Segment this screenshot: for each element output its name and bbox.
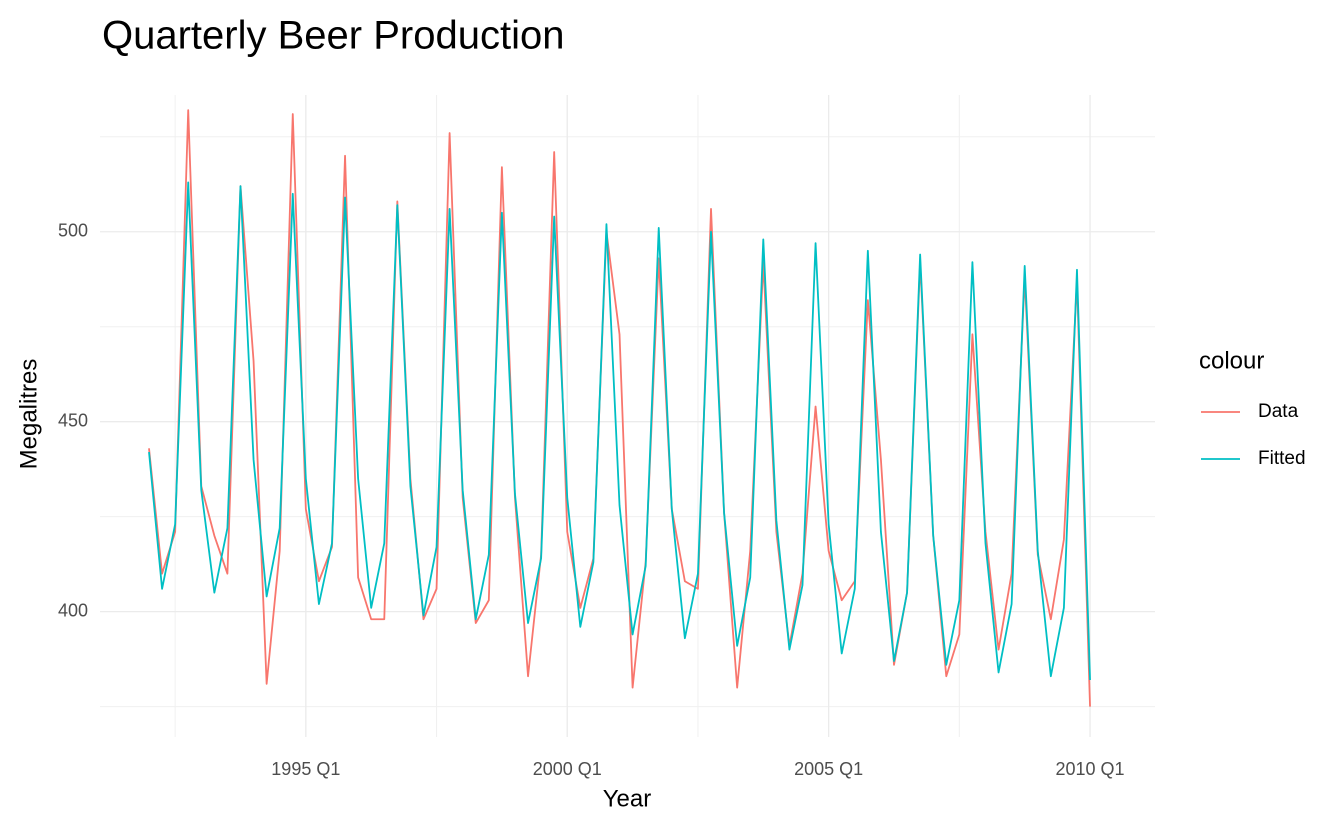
x-axis-label: Year bbox=[603, 785, 652, 812]
x-tick-label: 2000 Q1 bbox=[533, 759, 602, 779]
legend-label: Data bbox=[1258, 401, 1299, 422]
x-tick-label: 1995 Q1 bbox=[271, 759, 340, 779]
chart-title: Quarterly Beer Production bbox=[102, 14, 564, 58]
data-line bbox=[148, 109, 1091, 707]
x-tick-label: 2010 Q1 bbox=[1056, 759, 1125, 779]
legend-label: Fitted bbox=[1258, 448, 1306, 469]
y-tick-label: 400 bbox=[58, 600, 88, 620]
y-axis-label: Megalitres bbox=[15, 359, 42, 470]
y-tick-label: 500 bbox=[58, 221, 88, 241]
legend-title: colour bbox=[1199, 347, 1264, 374]
x-tick-label: 2005 Q1 bbox=[794, 759, 863, 779]
y-tick-label: 450 bbox=[58, 410, 88, 430]
data-line bbox=[148, 181, 1091, 681]
